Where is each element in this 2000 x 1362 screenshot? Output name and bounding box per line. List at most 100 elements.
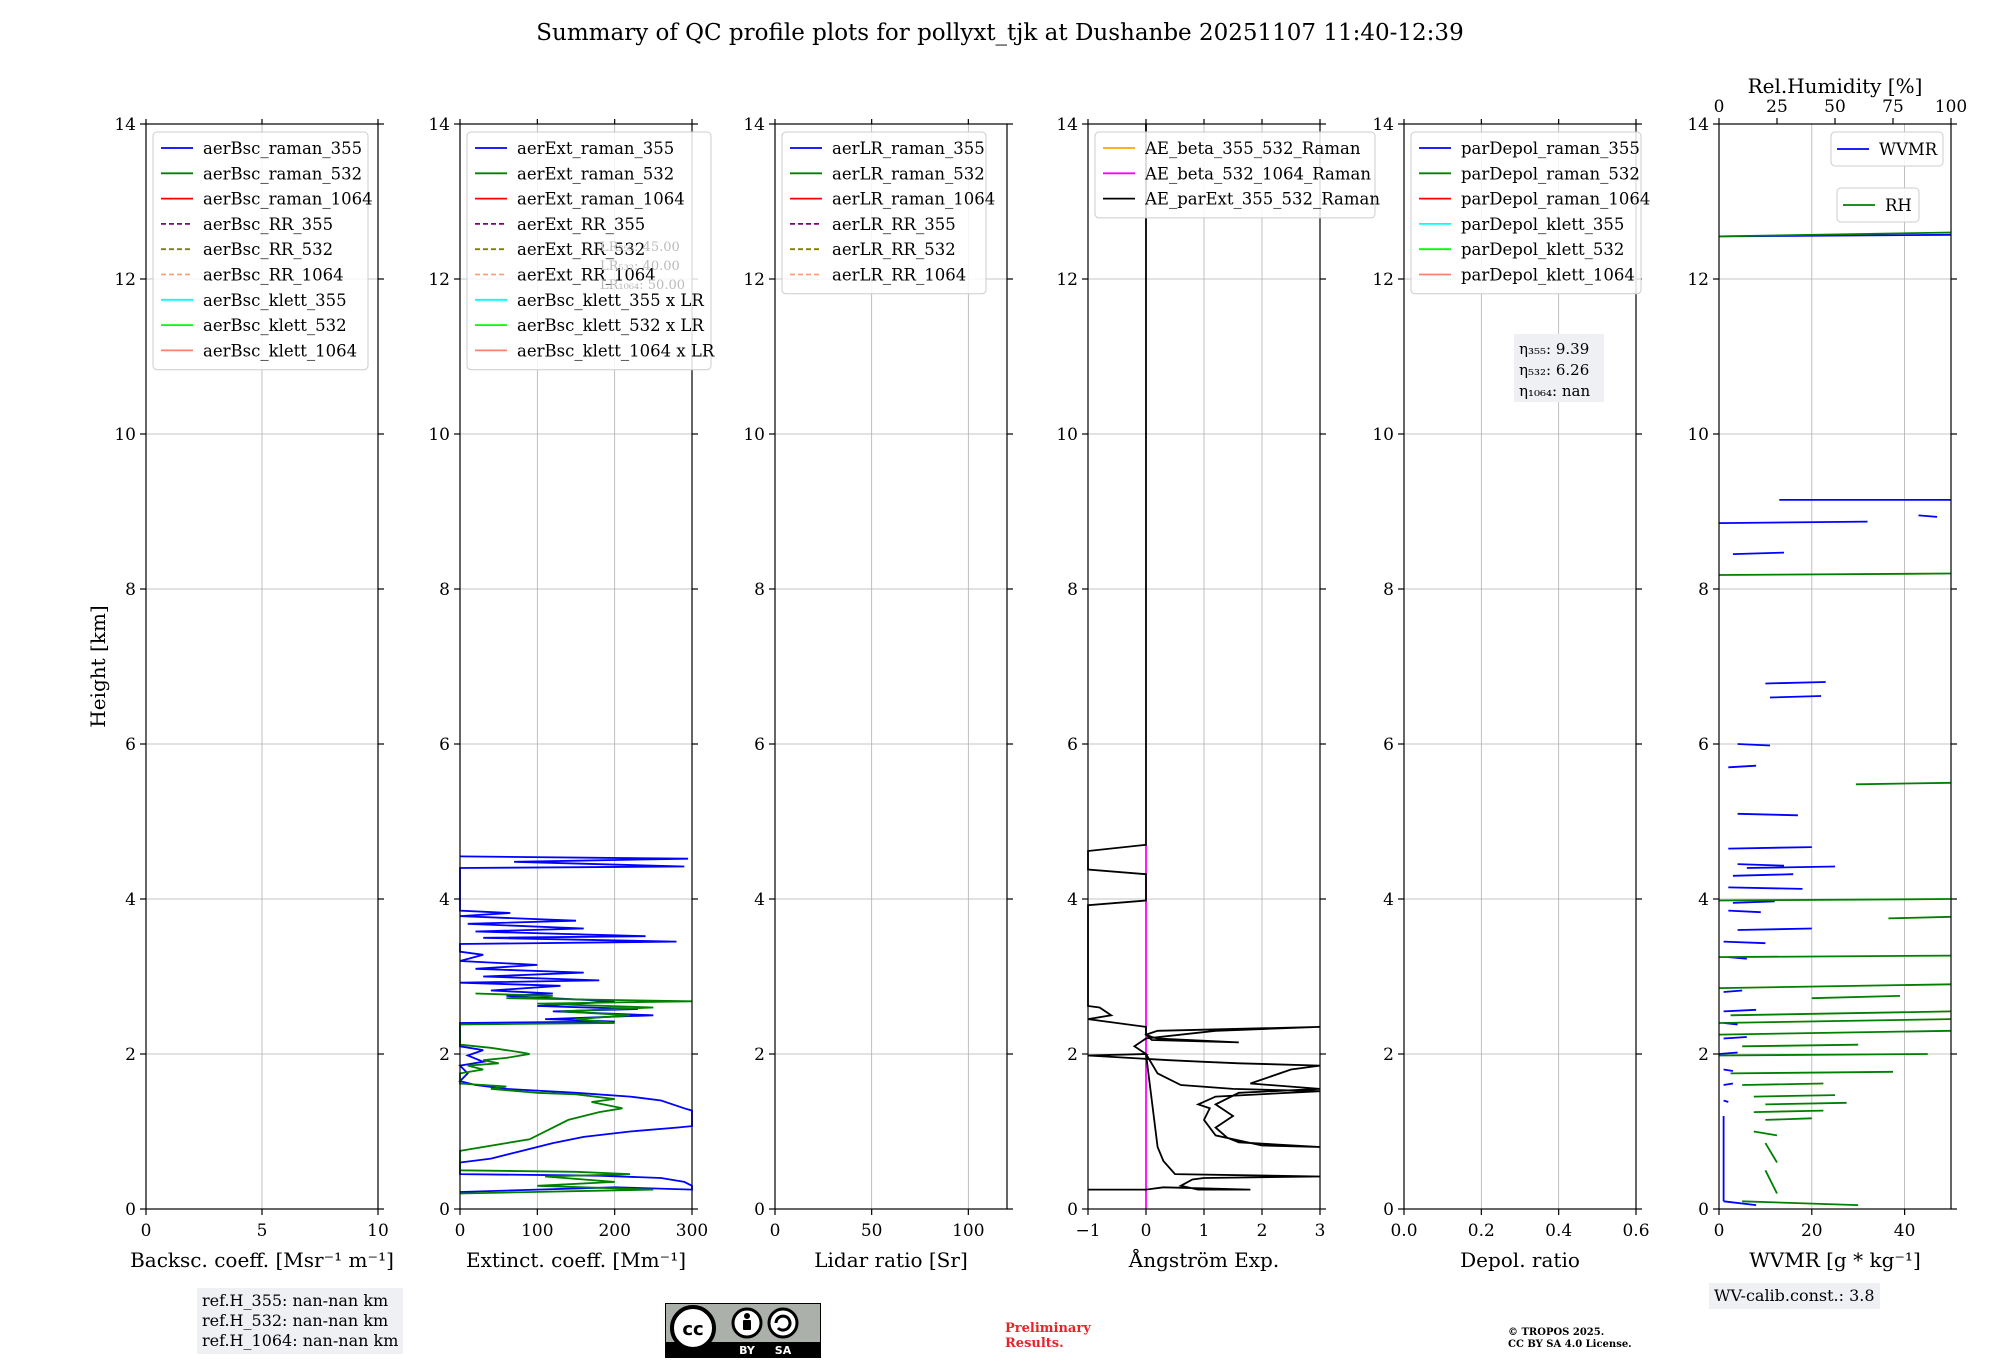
ytick-label-ext-3: 6 xyxy=(439,735,450,755)
series-wv-WVMR-23 xyxy=(1723,1036,1747,1040)
xlabel-ext: Extinct. coeff. [Mm⁻¹] xyxy=(466,1248,686,1272)
series-wv-WVMR-29 xyxy=(1723,1200,1757,1206)
series-wv-RH-13 xyxy=(1730,1070,1894,1075)
eta-box xyxy=(1514,334,1604,402)
series-wv-WVMR-25 xyxy=(1723,1068,1734,1072)
xtick-label-ae-0: −1 xyxy=(1075,1221,1100,1241)
legend-label-ae-1: AE_beta_532_1064_Raman xyxy=(1144,164,1371,183)
sa-icon xyxy=(767,1307,799,1339)
ytick-label-ext-7: 14 xyxy=(428,115,450,135)
xlabel-depol: Depol. ratio xyxy=(1460,1248,1580,1272)
legend-label-wv-0: WVMR xyxy=(1879,140,1938,159)
series-wv-RH-16 xyxy=(1765,1101,1847,1106)
legend-label-lr-0: aerLR_raman_355 xyxy=(832,139,985,158)
series-wv-WVMR-7 xyxy=(1737,743,1771,747)
top-xlabel-wv: Rel.Humidity [%] xyxy=(1748,74,1923,98)
lr-note-0: LR₃₅₅: 45.00 xyxy=(600,240,680,255)
ytick-label-depol-4: 8 xyxy=(1383,580,1394,600)
legend-box-wv-1 xyxy=(1836,187,1920,223)
ytick-label-depol-6: 12 xyxy=(1372,270,1394,290)
legend-label-ext-6: aerBsc_klett_355 x LR xyxy=(517,291,704,310)
ytick-label-ae-3: 6 xyxy=(1067,735,1078,755)
ytick-label-wv-1: 2 xyxy=(1698,1045,1709,1065)
legend-box-wv-0 xyxy=(1830,131,1944,167)
ytick-label-wv-4: 8 xyxy=(1698,580,1709,600)
xtick-label-depol-1: 0.2 xyxy=(1468,1221,1495,1241)
legend-label-wv-1: RH xyxy=(1885,196,1912,215)
ytick-label-wv-2: 4 xyxy=(1698,890,1709,910)
ytick-label-ext-1: 2 xyxy=(439,1045,450,1065)
top-xtick-label-wv-2: 50 xyxy=(1824,97,1846,117)
series-wv-RH-12 xyxy=(1718,1053,1928,1057)
legend-label-depol-4: parDepol_klett_532 xyxy=(1461,240,1624,259)
panel-depol xyxy=(1398,119,1642,1215)
ytick-label-depol-3: 6 xyxy=(1383,735,1394,755)
ytick-label-ae-4: 8 xyxy=(1067,580,1078,600)
legend-label-ae-2: AE_parExt_355_532_Raman xyxy=(1144,190,1380,209)
xtick-label-ext-1: 100 xyxy=(521,1221,553,1241)
legend-label-bsc-4: aerBsc_RR_532 xyxy=(203,240,333,259)
xtick-label-wv-1: 20 xyxy=(1801,1221,1823,1241)
series-wv-WVMR-17 xyxy=(1737,927,1812,931)
panel-wv xyxy=(1713,118,1957,1215)
series-wv-WVMR-3 xyxy=(1918,514,1938,518)
series-wv-WVMR-20 xyxy=(1723,989,1743,993)
series-wv-RH-18 xyxy=(1765,1117,1812,1121)
ytick-label-bsc-5: 10 xyxy=(114,425,136,445)
ref-height-1064: ref.H_1064: nan-nan km xyxy=(202,1331,399,1350)
preliminary-note: Preliminary Results. xyxy=(1005,1321,1091,1351)
ytick-label-ext-4: 8 xyxy=(439,580,450,600)
ytick-label-lr-2: 4 xyxy=(754,890,765,910)
ytick-label-ae-5: 10 xyxy=(1056,425,1078,445)
legend-label-lr-5: aerLR_RR_1064 xyxy=(832,266,966,285)
legend-label-depol-2: parDepol_raman_1064 xyxy=(1461,190,1650,209)
eta-1: η₅₃₂: 6.26 xyxy=(1519,361,1589,379)
ytick-label-wv-6: 12 xyxy=(1687,270,1709,290)
ytick-label-ae-0: 0 xyxy=(1067,1200,1078,1220)
copyright-line2: CC BY SA 4.0 License. xyxy=(1508,1339,1632,1350)
series-wv-RH-0 xyxy=(1718,231,1952,238)
ytick-label-ext-5: 10 xyxy=(428,425,450,445)
panel-lr xyxy=(769,119,1013,1215)
xtick-label-lr-1: 50 xyxy=(861,1221,883,1241)
series-wv-RH-5 xyxy=(1718,954,1952,958)
cc-sa-label: SA xyxy=(775,1344,792,1357)
axes-frame-depol xyxy=(1403,123,1637,1210)
panel-bsc xyxy=(140,119,384,1215)
ytick-label-bsc-7: 14 xyxy=(114,115,136,135)
legend-label-lr-1: aerLR_raman_532 xyxy=(832,164,985,183)
series-wv-WVMR-26 xyxy=(1723,1082,1734,1086)
preliminary-line1: Preliminary xyxy=(1005,1321,1091,1336)
legend-label-ext-2: aerExt_raman_1064 xyxy=(517,190,685,209)
ytick-label-bsc-4: 8 xyxy=(125,580,136,600)
xtick-label-ae-2: 1 xyxy=(1199,1221,1210,1241)
ytick-label-wv-3: 6 xyxy=(1698,735,1709,755)
ylabel-bsc: Height [km] xyxy=(86,605,110,727)
legend-box-depol xyxy=(1410,131,1642,295)
series-wv-WVMR-9 xyxy=(1737,812,1798,817)
xlabel-wv: WVMR [g * kg⁻¹] xyxy=(1749,1248,1921,1272)
ytick-label-ae-7: 14 xyxy=(1056,115,1078,135)
ytick-label-ae-2: 4 xyxy=(1067,890,1078,910)
legend-label-bsc-6: aerBsc_klett_355 xyxy=(203,291,347,310)
cc-logo-text: cc xyxy=(682,1319,703,1340)
ytick-label-depol-1: 2 xyxy=(1383,1045,1394,1065)
xtick-label-ae-1: 0 xyxy=(1141,1221,1152,1241)
series-wv-RH-1 xyxy=(1718,572,1952,576)
series-wv-WVMR-12 xyxy=(1746,865,1836,869)
ytick-label-bsc-3: 6 xyxy=(125,735,136,755)
series-wv-RH-14 xyxy=(1742,1082,1824,1086)
legend-label-ext-0: aerExt_raman_355 xyxy=(517,139,674,158)
preliminary-line2: Results. xyxy=(1005,1336,1064,1351)
series-wv-WVMR-11 xyxy=(1737,863,1785,867)
cc-license-badge: cc BY SA xyxy=(664,1302,822,1359)
ytick-label-ae-1: 2 xyxy=(1067,1045,1078,1065)
xtick-label-lr-0: 0 xyxy=(770,1221,781,1241)
ref-height-355: ref.H_355: nan-nan km xyxy=(202,1291,389,1310)
ytick-label-bsc-1: 2 xyxy=(125,1045,136,1065)
xtick-label-lr-2: 100 xyxy=(952,1221,984,1241)
series-wv-RH-2 xyxy=(1855,781,1952,786)
series-wv-RH-22 xyxy=(1742,1200,1859,1206)
